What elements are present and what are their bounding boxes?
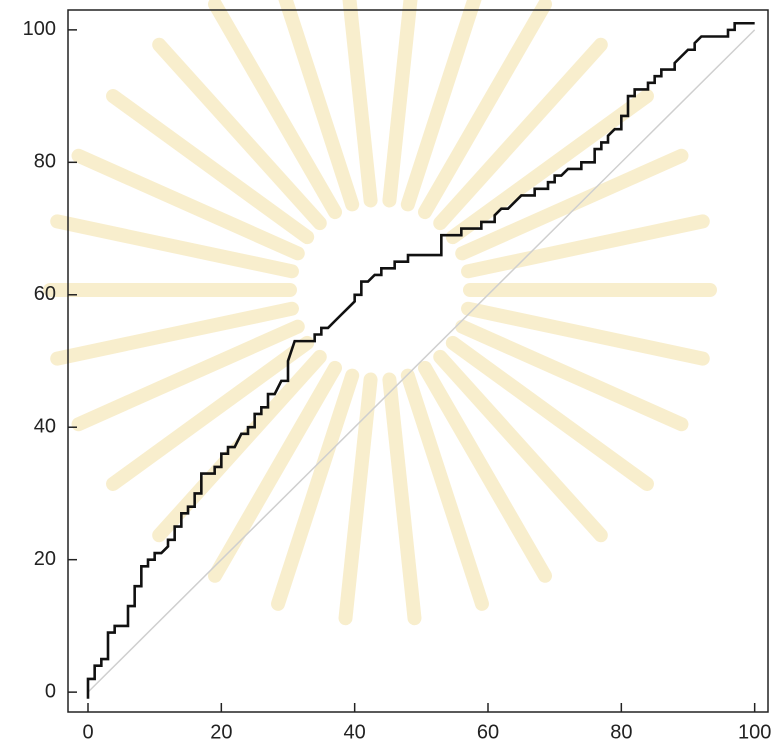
watermark-ray xyxy=(271,368,360,611)
watermark-ray xyxy=(433,37,608,231)
watermark-ray xyxy=(445,89,654,245)
watermark-ray xyxy=(382,0,418,208)
x-tick-label: 20 xyxy=(210,721,232,743)
watermark-ray xyxy=(50,214,299,279)
x-tick-label: 40 xyxy=(344,721,366,743)
plot-frame xyxy=(67,9,769,713)
watermark-ray xyxy=(71,319,305,432)
watermark-ray xyxy=(400,0,482,212)
watermark-ray xyxy=(418,0,552,220)
y-tick-label: 20 xyxy=(34,548,56,570)
y-tick-label: 100 xyxy=(23,18,56,40)
watermark-ray xyxy=(106,89,315,245)
x-tick-label: 100 xyxy=(738,721,771,743)
watermark-ray xyxy=(152,37,327,231)
watermark-ray xyxy=(152,349,327,543)
watermark-ray xyxy=(400,368,489,611)
watermark-ray xyxy=(208,0,342,220)
watermark-ray xyxy=(461,301,710,366)
series-line xyxy=(86,21,755,699)
y-tick-label: 60 xyxy=(34,283,56,305)
watermark-ray xyxy=(461,214,710,279)
watermark-ray xyxy=(106,335,315,491)
watermark-ray xyxy=(50,301,299,366)
watermark-ray xyxy=(445,335,654,491)
watermark-ray xyxy=(418,360,552,583)
watermark-ray xyxy=(433,349,608,543)
watermark xyxy=(43,0,717,626)
watermark-ray xyxy=(71,148,305,261)
x-tick-label: 60 xyxy=(477,721,499,743)
watermark-ray xyxy=(455,319,689,432)
watermark-ray xyxy=(382,372,422,626)
x-tick-label: 0 xyxy=(82,721,93,743)
watermark-ray xyxy=(455,148,689,261)
y-tick-label: 40 xyxy=(34,416,56,438)
y-tick-label: 0 xyxy=(45,680,56,702)
x-tick-label: 80 xyxy=(610,721,632,743)
y-tick-label: 80 xyxy=(34,151,56,173)
watermark-ray xyxy=(208,360,342,583)
series-line xyxy=(87,29,756,693)
watermark-ray xyxy=(342,0,378,208)
watermark-ray xyxy=(278,0,360,212)
watermark-ray xyxy=(338,372,378,626)
